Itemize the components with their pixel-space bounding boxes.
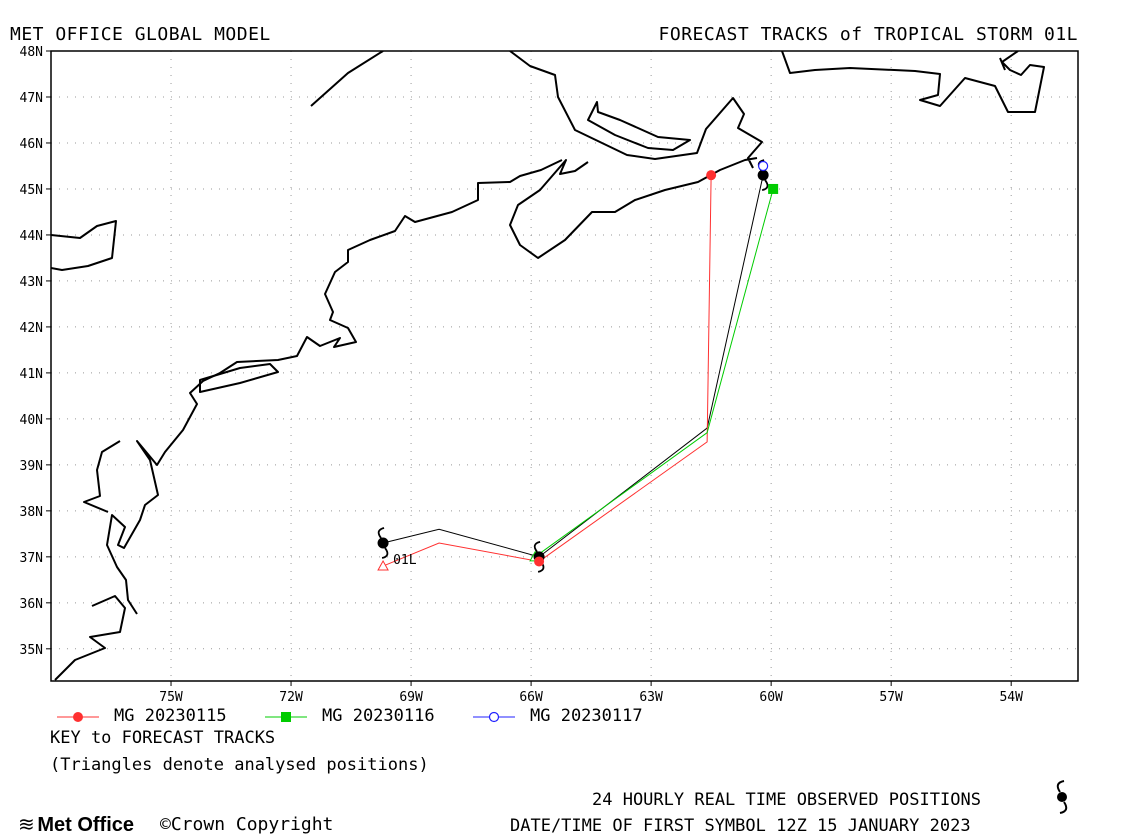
crown-copyright: ©Crown Copyright <box>160 814 333 835</box>
lon-tick-label: 60W <box>759 690 783 705</box>
lon-tick-label: 63W <box>639 690 663 705</box>
lat-tick-label: 43N <box>20 275 43 290</box>
forecast-marker <box>534 556 545 567</box>
analysed-position-triangle <box>377 560 389 571</box>
coastline-long-island <box>199 363 279 393</box>
plot-frame <box>50 50 1079 682</box>
key-title: KEY to FORECAST TRACKS <box>50 728 276 748</box>
lon-tick-label: 54W <box>999 690 1023 705</box>
lat-tick-label: 48N <box>20 45 43 60</box>
forecast-marker <box>768 183 779 194</box>
lat-tick-label: 40N <box>20 413 43 428</box>
key-note: (Triangles denote analysed positions) <box>50 755 429 775</box>
coastline-gulf-island <box>587 101 691 151</box>
chart-title-right: FORECAST TRACKS of TROPICAL STORM 01L <box>658 24 1078 45</box>
forecast-marker <box>758 160 769 172</box>
lat-tick-label: 44N <box>20 229 43 244</box>
legend-symbols <box>57 711 515 723</box>
lon-tick-label: 75W <box>159 690 183 705</box>
first-symbol-datetime: DATE/TIME OF FIRST SYMBOL 12Z 15 JANUARY… <box>510 816 971 836</box>
met-office-logo-icon: ≋ <box>18 814 35 836</box>
lat-tick-label: 41N <box>20 367 43 382</box>
lat-tick-label: 36N <box>20 597 43 612</box>
lat-tick-label: 39N <box>20 459 43 474</box>
copyright-text: Crown Copyright <box>170 814 334 835</box>
lat-tick-label: 38N <box>20 505 43 520</box>
copyright-icon: © <box>160 814 171 835</box>
coastline-newfoundland <box>781 51 1045 113</box>
forecast-track-line <box>382 175 712 567</box>
lat-tick-label: 47N <box>20 91 43 106</box>
forecast-tracks: 01L <box>377 159 779 573</box>
legend-label-mg-20230117: MG 20230117 <box>530 706 643 726</box>
axis-ticks: 35N 36N 37N 38N 39N 40N 41N 42N 43N 44N 45N 46N 47N 4… <box>20 45 1024 705</box>
met-office-logo: ≋ Met Office <box>18 812 134 837</box>
lon-tick-label: 57W <box>879 690 903 705</box>
legend-marker <box>73 712 83 722</box>
lat-tick-label: 45N <box>20 183 43 198</box>
lat-tick-label: 35N <box>20 643 43 658</box>
legend-marker <box>281 712 291 722</box>
lon-tick-label: 72W <box>279 690 303 705</box>
storm-label: 01L <box>393 553 417 568</box>
coastlines <box>51 51 1045 681</box>
lon-tick-label: 69W <box>399 690 423 705</box>
lat-tick-label: 46N <box>20 137 43 152</box>
met-office-brand-text: Met Office <box>37 814 135 836</box>
observed-storm-symbol-icon <box>377 527 389 559</box>
forecast-track-line <box>534 188 774 558</box>
legend-label-mg-20230116: MG 20230116 <box>322 706 435 726</box>
legend-marker <box>488 711 500 723</box>
observed-positions-label: 24 HOURLY REAL TIME OBSERVED POSITIONS <box>592 790 981 810</box>
lon-tick-label: 66W <box>519 690 543 705</box>
lat-tick-label: 37N <box>20 551 43 566</box>
chart-title-left: MET OFFICE GLOBAL MODEL <box>10 24 271 45</box>
grid-lines <box>51 51 1078 681</box>
lat-tick-label: 42N <box>20 321 43 336</box>
coastline-mainland <box>51 51 763 681</box>
forecast-marker <box>706 170 717 181</box>
legend-label-mg-20230115: MG 20230115 <box>114 706 227 726</box>
